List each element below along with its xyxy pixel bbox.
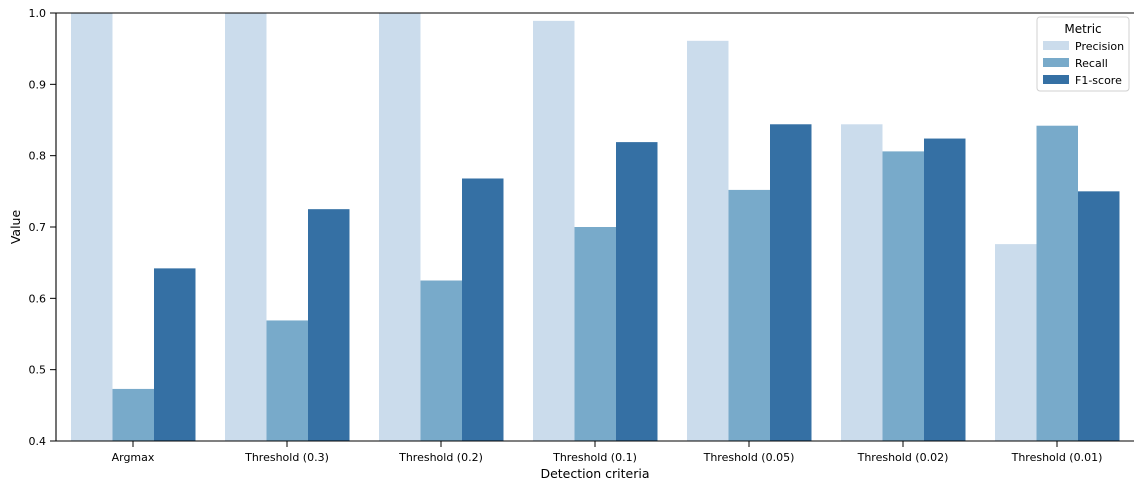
bar-recall-5 [882, 151, 924, 442]
bar-recall-3 [574, 227, 616, 441]
x-tick-label: Threshold (0.3) [244, 451, 329, 464]
x-axis-label: Detection criteria [540, 466, 649, 481]
y-tick-label: 0.5 [29, 364, 47, 377]
x-tick-label: Threshold (0.05) [703, 451, 795, 464]
x-tick-label: Threshold (0.02) [857, 451, 949, 464]
legend-label-f1-score: F1-score [1075, 74, 1122, 87]
bar-recall-2 [420, 280, 462, 441]
legend-swatch-f1-score [1043, 75, 1069, 84]
bar-f1-score-0 [154, 268, 196, 441]
y-tick-label: 0.7 [29, 221, 47, 234]
legend-label-recall: Recall [1075, 57, 1108, 70]
legend-label-precision: Precision [1075, 40, 1124, 53]
x-tick-label: Threshold (0.01) [1011, 451, 1103, 464]
y-tick-label: 0.9 [29, 78, 47, 91]
bar-recall-6 [1036, 125, 1078, 441]
bar-precision-3 [533, 20, 575, 441]
bar-precision-2 [379, 13, 421, 441]
bar-f1-score-4 [770, 124, 812, 441]
bar-f1-score-3 [616, 142, 658, 441]
bar-recall-1 [266, 320, 308, 441]
y-tick-label: 0.8 [29, 150, 47, 163]
bar-precision-6 [995, 244, 1037, 441]
bars-group [71, 13, 1120, 442]
x-tick-label: Threshold (0.1) [552, 451, 637, 464]
y-tick-label: 1.0 [29, 7, 47, 20]
axes-group: 0.4 0.5 0.6 0.7 0.8 0.9 1.0 Argmax Threshold (0.… [29, 7, 1134, 464]
legend-title: Metric [1064, 22, 1101, 36]
bar-recall-4 [728, 189, 770, 441]
bar-precision-0 [71, 13, 113, 441]
bar-f1-score-6 [1078, 191, 1120, 441]
bar-f1-score-5 [924, 138, 966, 441]
y-axis-label: Value [8, 210, 23, 245]
y-tick-label: 0.4 [29, 435, 47, 448]
bar-precision-4 [687, 40, 729, 441]
bar-f1-score-1 [308, 209, 350, 441]
legend-box [1036, 16, 1130, 92]
x-tick-label: Threshold (0.2) [398, 451, 483, 464]
bar-precision-1 [225, 13, 267, 441]
x-tick-label: Argmax [112, 451, 155, 464]
legend-swatch-recall [1043, 58, 1069, 67]
legend-swatch-precision [1043, 41, 1069, 50]
legend: Metric Precision Recall F1-score [1036, 16, 1130, 92]
bar-precision-5 [841, 124, 883, 441]
y-tick-label: 0.6 [29, 292, 47, 305]
bar-f1-score-2 [462, 178, 504, 441]
bar-recall-0 [112, 388, 154, 441]
